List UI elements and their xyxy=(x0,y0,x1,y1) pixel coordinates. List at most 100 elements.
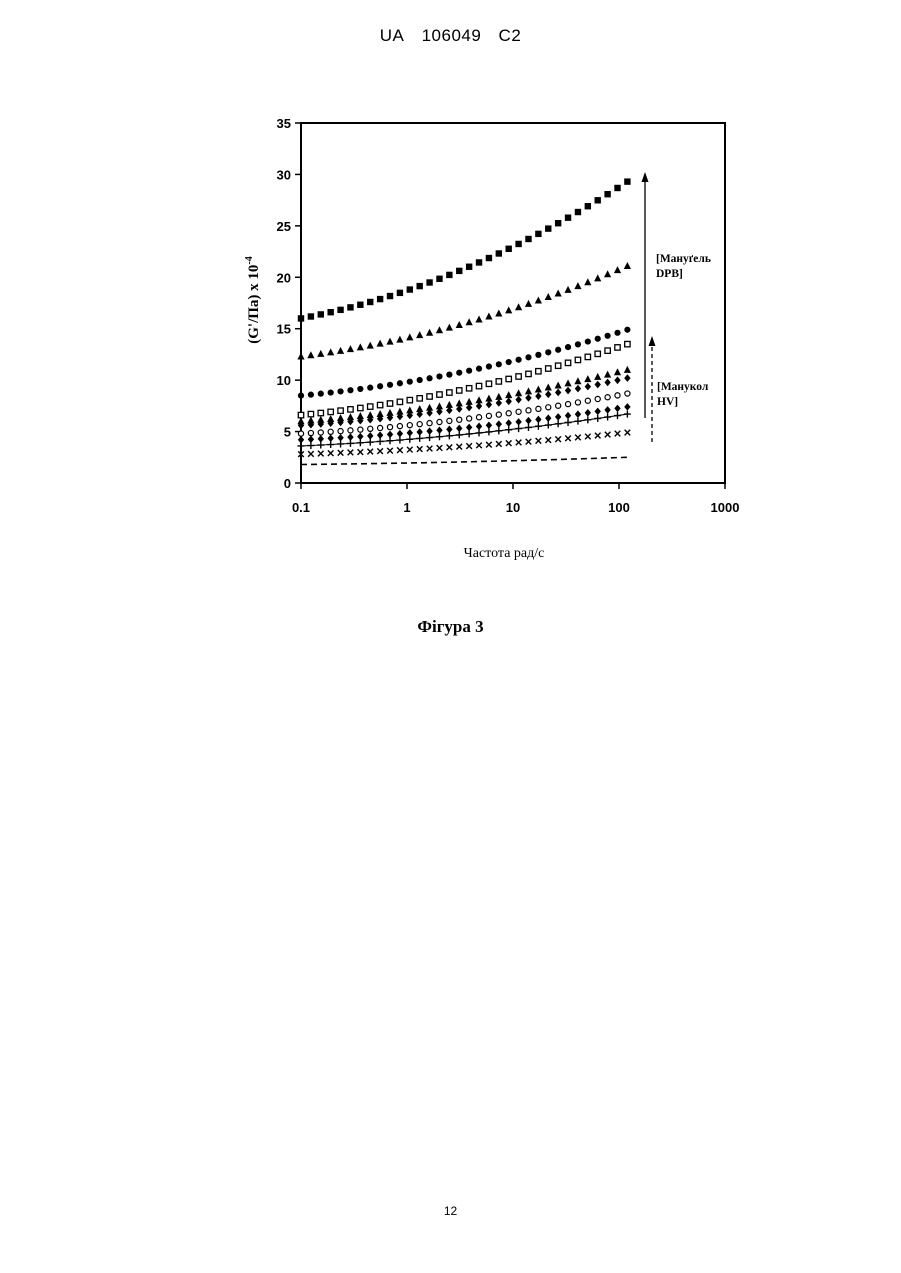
cross-marker xyxy=(437,445,443,451)
cross-marker xyxy=(526,439,532,445)
open-square-marker xyxy=(387,401,392,406)
open-square-marker xyxy=(338,408,343,413)
data-series-11 xyxy=(301,457,627,464)
annotation-manucol-line2: HV] xyxy=(657,396,678,408)
y-tick-label: 20 xyxy=(277,270,291,285)
circle-marker xyxy=(614,330,620,336)
data-series-1 xyxy=(298,178,631,321)
diamond-marker xyxy=(496,420,502,428)
diamond-marker xyxy=(486,401,492,409)
triangle-marker xyxy=(545,384,552,391)
cross-marker xyxy=(476,443,482,449)
open-circle-marker xyxy=(615,393,620,398)
diamond-marker xyxy=(614,376,620,384)
y-axis-label: (G'/Па) x 10-4 xyxy=(244,256,262,344)
open-circle-marker xyxy=(605,395,610,400)
x-tick-label: 1 xyxy=(403,500,410,515)
triangle-marker xyxy=(614,266,621,273)
open-square-marker xyxy=(308,411,313,416)
open-square-marker xyxy=(447,390,452,395)
annotation-manugel-line2: DPB] xyxy=(656,268,683,280)
cross-marker xyxy=(555,436,561,442)
circle-marker xyxy=(486,363,492,369)
diamond-marker xyxy=(476,402,482,410)
open-square-marker xyxy=(318,410,323,415)
cross-marker xyxy=(605,432,611,438)
diamond-marker xyxy=(585,409,591,417)
square-marker xyxy=(496,250,502,256)
open-circle-marker xyxy=(595,396,600,401)
diamond-marker xyxy=(555,389,561,397)
triangle-marker xyxy=(456,321,463,328)
diamond-marker xyxy=(604,379,610,387)
triangle-marker xyxy=(525,387,532,394)
square-marker xyxy=(486,255,492,261)
cross-marker xyxy=(486,442,492,448)
triangle-marker xyxy=(574,377,581,384)
open-circle-marker xyxy=(556,403,561,408)
diamond-marker xyxy=(525,394,531,402)
x-tick-label: 0.1 xyxy=(292,500,310,515)
circle-marker xyxy=(407,379,413,385)
plus-marker xyxy=(406,436,413,443)
triangle-marker xyxy=(436,326,443,333)
square-marker xyxy=(456,268,462,274)
plus-marker xyxy=(446,432,453,439)
cross-marker xyxy=(545,437,551,443)
annotation-manugel-line1: [Мануґель xyxy=(656,253,711,265)
triangle-marker xyxy=(386,338,393,345)
square-marker xyxy=(624,178,630,184)
plus-marker xyxy=(396,437,403,444)
square-marker xyxy=(535,231,541,237)
plus-marker xyxy=(456,431,463,438)
circle-marker xyxy=(377,383,383,389)
open-circle-marker xyxy=(298,431,303,436)
open-circle-marker xyxy=(585,398,590,403)
open-square-marker xyxy=(348,407,353,412)
plus-marker xyxy=(426,434,433,441)
triangle-marker xyxy=(525,300,532,307)
square-marker xyxy=(614,185,620,191)
diamond-marker xyxy=(466,404,472,412)
triangle-marker xyxy=(337,347,344,354)
triangle-marker xyxy=(505,391,512,398)
triangle-marker xyxy=(505,306,512,313)
open-square-marker xyxy=(328,409,333,414)
open-square-marker xyxy=(595,351,600,356)
triangle-marker xyxy=(406,333,413,340)
diamond-marker xyxy=(407,429,413,437)
triangle-marker xyxy=(307,351,314,358)
diamond-marker xyxy=(327,435,333,443)
circle-marker xyxy=(466,368,472,374)
annotation-manucol-line1: [Манукол xyxy=(657,381,709,393)
diamond-marker xyxy=(377,431,383,439)
open-square-marker xyxy=(536,369,541,374)
circle-marker xyxy=(308,392,314,398)
open-square-marker xyxy=(506,376,511,381)
triangle-marker xyxy=(446,324,453,331)
circle-marker xyxy=(555,347,561,353)
cross-marker xyxy=(447,445,453,451)
open-circle-marker xyxy=(378,425,383,430)
open-circle-marker xyxy=(575,400,580,405)
circle-marker xyxy=(506,359,512,365)
plus-marker xyxy=(436,433,443,440)
cross-marker xyxy=(348,450,354,456)
square-marker xyxy=(585,203,591,209)
plus-marker xyxy=(574,418,581,425)
y-tick-label: 35 xyxy=(277,116,291,131)
cross-marker xyxy=(625,430,631,436)
triangle-marker xyxy=(396,336,403,343)
open-square-marker xyxy=(526,371,531,376)
cross-marker xyxy=(328,450,334,456)
annotation-arrows xyxy=(642,172,656,442)
diamond-marker xyxy=(515,396,521,404)
data-series-5 xyxy=(297,366,631,424)
square-marker xyxy=(604,191,610,197)
open-circle-marker xyxy=(318,430,323,435)
circle-marker xyxy=(496,361,502,367)
circle-marker xyxy=(417,377,423,383)
figure-caption: Фігура 3 xyxy=(0,617,901,637)
square-marker xyxy=(595,197,601,203)
square-marker xyxy=(397,290,403,296)
